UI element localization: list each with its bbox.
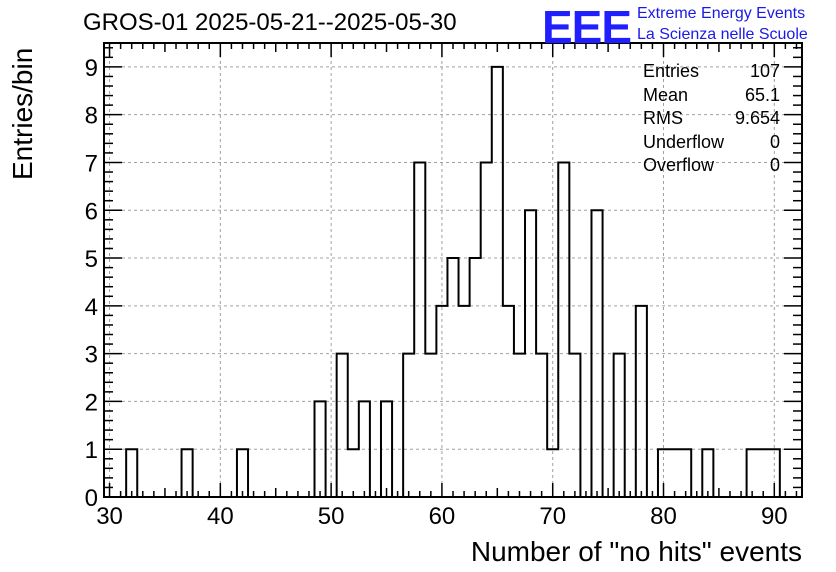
histogram-bar (702, 449, 713, 497)
stat-entries: Entries 107 (643, 60, 780, 84)
histogram-bar (481, 162, 492, 497)
stat-overflow-value: 0 (769, 155, 780, 175)
x-axis-label: Number of "no hits" events (470, 536, 802, 567)
histogram-layer (104, 65, 802, 498)
axis-layer: 30 40 50 60 70 80 90 0 1 2 3 4 5 6 7 8 9 (85, 42, 803, 530)
histogram-bar (126, 449, 137, 497)
y-tick-label: 1 (85, 437, 98, 464)
stat-rms-value: 9.654 (734, 108, 780, 128)
histogram-bar (747, 449, 758, 497)
stat-rms: RMS 9.654 (643, 107, 780, 131)
x-tick-label: 40 (207, 503, 234, 530)
histogram-bar (669, 449, 680, 497)
y-tick-label: 5 (85, 246, 98, 273)
x-tick-label: 50 (318, 503, 345, 530)
stat-mean-value: 65.1 (744, 84, 780, 105)
y-tick-label: 0 (85, 485, 98, 512)
stat-overflow-label: Overflow (643, 155, 715, 175)
histogram-bar (348, 449, 359, 497)
stat-rms-label: RMS (643, 108, 683, 128)
logo-caption: Extreme Energy Events La Scienza nelle S… (637, 3, 808, 45)
histogram-bar (447, 258, 458, 497)
stat-mean: Mean 65.1 (643, 84, 780, 108)
stat-entries-label: Entries (643, 61, 700, 81)
x-tick-label: 70 (539, 503, 566, 530)
x-tick-label: 90 (761, 503, 788, 530)
histogram-bar (492, 67, 503, 497)
stat-entries-value: 107 (749, 61, 780, 81)
y-tick-label: 6 (85, 198, 98, 225)
logo-line-1: Extreme Energy Events (637, 5, 806, 22)
histogram-bar (237, 449, 248, 497)
stats-box: Entries 107 Mean 65.1 RMS 9.654 Underflo… (643, 60, 780, 178)
histogram-bar (403, 354, 414, 497)
histogram-bar (514, 354, 525, 497)
stat-underflow-label: Underflow (643, 131, 725, 152)
y-tick-label: 3 (85, 342, 98, 369)
histogram-bar (470, 258, 481, 497)
y-axis-label: Entries/bin (7, 47, 38, 180)
stat-mean-label: Mean (643, 84, 689, 105)
histogram-bar (182, 449, 193, 497)
y-tick-label: 4 (85, 294, 98, 321)
y-tick-label: 8 (85, 103, 98, 130)
histogram-bar (414, 162, 425, 497)
histogram-bar (558, 162, 569, 497)
eee-logo: EEE (542, 1, 632, 53)
y-tick-label: 9 (85, 55, 98, 82)
histogram-bar (536, 354, 547, 497)
x-tick-label: 60 (429, 503, 456, 530)
logo-line-2: La Scienza nelle Scuole (637, 26, 808, 43)
stat-underflow-value: 0 (769, 131, 780, 152)
x-tick-label: 80 (650, 503, 677, 530)
stat-overflow: Overflow 0 (643, 154, 780, 178)
histogram-outline (104, 65, 802, 498)
histogram-bar (569, 354, 580, 497)
y-tick-label: 2 (85, 389, 98, 416)
histogram-bar (758, 449, 769, 497)
y-tick-label: 7 (85, 150, 98, 177)
x-tick-label: 30 (96, 503, 123, 530)
histogram-bar (614, 354, 625, 497)
histogram-bar (680, 449, 691, 497)
chart-title: GROS-01 2025-05-21--2025-05-30 (83, 9, 457, 36)
histogram-bar (425, 354, 436, 497)
stat-underflow: Underflow 0 (643, 131, 780, 155)
histogram-bar (337, 354, 348, 497)
